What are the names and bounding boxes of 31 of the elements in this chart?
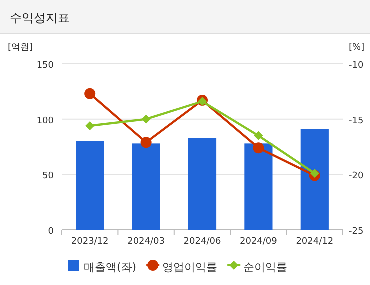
chart-title: 수익성지표 [10, 11, 70, 25]
point [253, 142, 264, 154]
y2-tick-label: -20 [349, 172, 364, 182]
y2-tick-label: -25 [349, 227, 364, 237]
x-tick-label: 2024/12 [296, 237, 334, 247]
point [86, 121, 95, 130]
bar [132, 144, 160, 230]
x-tick-label: 2024/06 [184, 237, 222, 247]
y2-tick-label: -10 [349, 61, 364, 71]
y-tick-label: 50 [42, 172, 54, 182]
x-tick-label: 2023/12 [71, 237, 109, 247]
bar [76, 141, 104, 230]
legend-label: 순이익률 [244, 261, 288, 274]
x-tick-label: 2024/03 [128, 237, 165, 247]
x-tick-label: 2024/09 [240, 237, 278, 247]
y-tick-label: 0 [48, 227, 54, 237]
legend-label: 매출액(좌) [84, 261, 137, 274]
y-tick-label: 100 [36, 116, 54, 126]
y2-axis-title: [%] [349, 43, 365, 53]
legend-label: 영업이익률 [162, 261, 218, 274]
y-tick-label: 150 [36, 61, 54, 71]
bar [244, 144, 273, 230]
y2-tick-label: -15 [349, 116, 364, 126]
point [140, 137, 152, 148]
y-axis-title: [억원] [8, 43, 34, 53]
bar [188, 138, 217, 230]
bar [300, 129, 329, 230]
point [84, 88, 96, 100]
point [254, 131, 264, 140]
point [310, 169, 320, 178]
point [142, 114, 151, 124]
